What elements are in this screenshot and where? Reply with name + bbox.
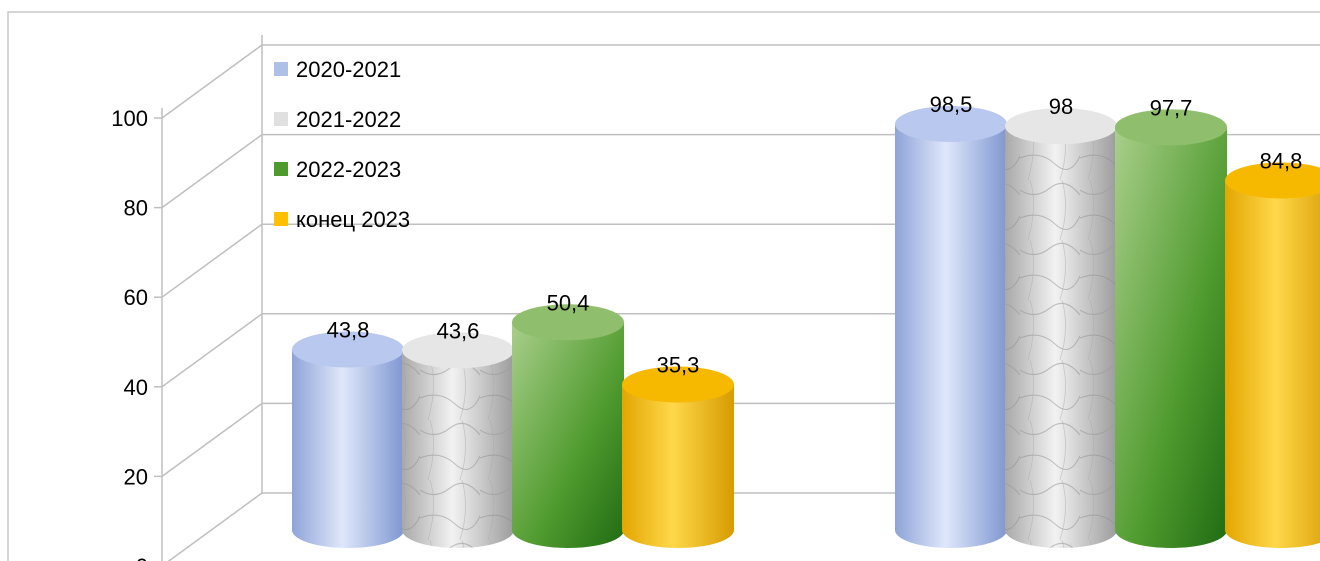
legend-swatch <box>274 62 288 76</box>
bar-2-1 <box>895 106 1007 548</box>
legend-item: 2021-2022 <box>274 107 401 132</box>
data-labels: 43,8 98,5 43,6 98 50,4 97,7 35,3 84,8 <box>327 92 1303 377</box>
data-label: 43,8 <box>327 317 370 342</box>
bar-2-2 <box>1005 108 1117 549</box>
bar-top <box>1225 162 1320 199</box>
legend-label: конец 2023 <box>296 207 410 232</box>
legend-item: 2022-2023 <box>274 157 401 182</box>
legend-item: 2020-2021 <box>274 57 401 82</box>
legend-label: 2022-2023 <box>296 157 401 182</box>
gridline-side <box>161 402 263 478</box>
bar-top <box>402 332 514 369</box>
chart-border <box>7 11 1320 561</box>
bar-texture <box>402 350 514 548</box>
bar-1-3 <box>512 304 624 548</box>
gridline-side <box>161 223 263 298</box>
data-label: 43,6 <box>437 318 480 343</box>
gridline-side <box>161 44 263 119</box>
legend-item: конец 2023 <box>274 207 410 232</box>
legend-label: 2020-2021 <box>296 57 401 82</box>
y-tick-label: 0 <box>136 554 148 561</box>
gridline-side <box>161 313 263 388</box>
bar-body <box>622 384 734 548</box>
legend-label: 2021-2022 <box>296 107 401 132</box>
bars <box>292 106 1320 549</box>
data-label: 50,4 <box>547 290 590 315</box>
bar-body <box>1115 127 1227 549</box>
bar-top <box>1005 108 1117 145</box>
bar-body <box>1225 180 1320 548</box>
bar-2-4 <box>1225 162 1320 548</box>
legend-swatch <box>274 162 288 176</box>
y-tick-label: 60 <box>124 285 148 310</box>
bar-texture <box>1005 126 1117 549</box>
bar-top <box>292 331 404 368</box>
gridline-side <box>161 133 263 209</box>
y-tick-label: 80 <box>124 196 148 221</box>
data-label: 98 <box>1049 94 1073 119</box>
bar-body <box>895 124 1007 548</box>
bar-1-4 <box>622 366 734 548</box>
bar-top <box>895 106 1007 143</box>
y-tick-label: 40 <box>124 375 148 400</box>
bar-body <box>512 322 624 548</box>
y-tick-label: 20 <box>124 464 148 489</box>
data-label: 84,8 <box>1260 148 1303 173</box>
data-label: 35,3 <box>657 353 700 378</box>
legend-swatch <box>274 112 288 126</box>
bar-top <box>512 304 624 341</box>
legend-swatch <box>274 212 288 226</box>
bar-2-3 <box>1115 109 1227 549</box>
bar-body <box>292 349 404 548</box>
y-axis-ticks: 0 20 40 60 80 100 <box>111 106 148 561</box>
gridline-side <box>167 492 263 561</box>
legend: 2020-2021 2021-2022 2022-2023 конец 2023 <box>274 57 410 232</box>
bar-top <box>1115 109 1227 146</box>
y-tick-label: 100 <box>111 106 148 131</box>
data-label: 97,7 <box>1150 95 1193 120</box>
data-label: 98,5 <box>930 92 973 117</box>
bar-1-2 <box>402 332 514 548</box>
bar-top <box>622 366 734 403</box>
bar-1-1 <box>292 331 404 548</box>
